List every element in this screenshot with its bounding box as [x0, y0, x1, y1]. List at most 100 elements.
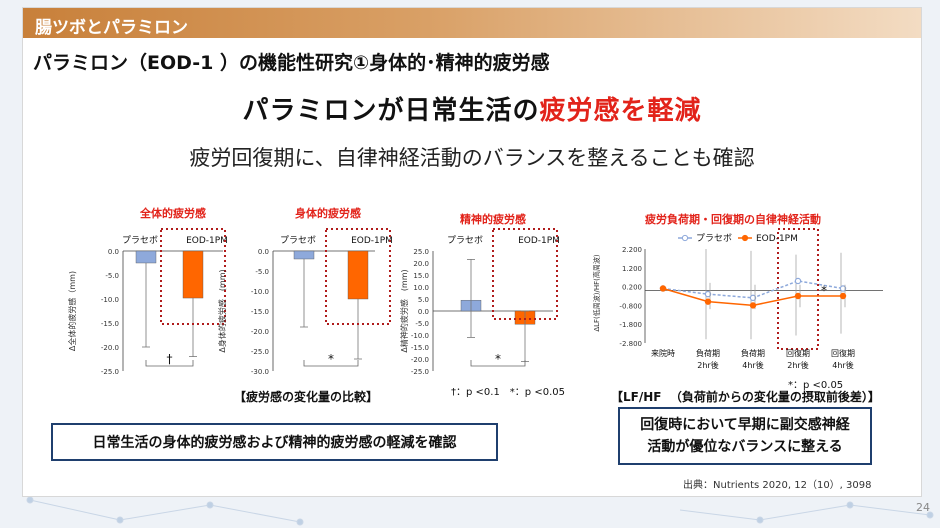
significance-marker-4: *	[821, 283, 827, 297]
section-title: 腸ツボとパラミロン	[35, 18, 188, 38]
y-tick-label: 0.200	[622, 284, 642, 292]
y-tick-label: -5.0	[105, 272, 119, 280]
series-point-1	[794, 277, 802, 285]
chart-title-4: 疲労負荷期・回復期の自律神経活動	[645, 212, 821, 226]
y-tick-label: -25.0	[101, 368, 119, 376]
x-tick-label: 2hr後	[697, 360, 718, 370]
significance-bracket-2	[303, 360, 359, 367]
y-tick-label: -1.800	[619, 321, 642, 329]
charts-area: 全体的疲労感 0.0 -5.0 -10.0 -15.0 -20.0 -25.0 Δ全体的疲労感…	[67, 206, 883, 376]
x-tick-label: 回復期	[831, 348, 855, 358]
significance-marker-1: †	[167, 352, 173, 366]
series-point-2	[839, 292, 847, 300]
page-number: 24	[916, 501, 930, 514]
eod-highlight-box-1	[160, 228, 226, 325]
y-axis-label-3: Δ精神的疲労感 (mm)	[399, 269, 409, 352]
conclusion-box-right: 回復時において早期に副交感神経 活動が優位なバランスに整える	[618, 407, 872, 465]
eod-label-3: EOD-1PM	[518, 236, 560, 246]
y-tick-label: -20.0	[101, 344, 119, 352]
y-tick-label: 0.0	[258, 248, 269, 256]
lfhf-caption-main: 【LF/HF	[611, 390, 662, 404]
x-tick-label: 負荷期	[741, 348, 765, 358]
headline-highlight: 疲労感を軽減	[539, 96, 702, 126]
y-axis-label-4: ΔLF(低周波)/HF(高周波)	[592, 254, 601, 332]
slide: 腸ツボとパラミロン パラミロン（EOD-1 ）の機能性研究①身体的･精神的疲労感…	[22, 7, 922, 497]
legend-marker-2	[741, 234, 749, 242]
series-point-2	[659, 285, 667, 292]
x-tick-label: 4hr後	[832, 360, 853, 370]
significance-bracket-3	[470, 360, 526, 367]
x-tick-label: 回復期	[786, 348, 810, 358]
lfhf-caption-sub: （負荷前からの変化量の摂取前後差）】	[669, 390, 880, 404]
y-axis-label-2: Δ身体的疲労感 (mm)	[217, 269, 227, 352]
conclusion-left-text: 日常生活の身体的疲労感および精神的疲労感の軽減を確認	[92, 435, 457, 451]
significance-marker-3: *	[495, 352, 501, 366]
x-tick-label: 2hr後	[787, 360, 808, 370]
y-tick-label: -10.0	[411, 332, 429, 340]
legend-label-2: EOD-1PM	[756, 234, 798, 244]
y-tick-label: -2.800	[619, 340, 642, 348]
lfhf-caption: 【LF/HF （負荷前からの変化量の摂取前後差）】	[611, 388, 880, 405]
slide-subtitle: パラミロン（EOD-1 ）の機能性研究①身体的･精神的疲労感	[33, 52, 550, 74]
y-tick-label: 5.0	[418, 296, 429, 304]
y-tick-label: 25.0	[413, 248, 429, 256]
placebo-bar-1	[135, 250, 157, 264]
chart-title-1: 全体的疲労感	[139, 206, 206, 220]
lead-text: 疲労回復期に、自律神経活動のバランスを整えることも確認	[189, 146, 755, 170]
headline-text: パラミロンが日常生活の	[242, 96, 540, 126]
placebo-label-3: プラセボ	[447, 235, 483, 246]
significance-note-right: *：p <0.05	[788, 380, 844, 391]
eod-bar-2	[347, 250, 369, 300]
eod-label-1: EOD-1PM	[186, 236, 228, 246]
series-point-1	[839, 285, 847, 292]
series-point-2	[704, 298, 712, 305]
conclusion-right-line2: 活動が優位なバランスに整える	[647, 439, 843, 455]
chart-title-3: 精神的疲労感	[460, 212, 526, 226]
y-tick-label: -5.0	[255, 268, 269, 276]
x-tick-label: 負荷期	[696, 348, 720, 358]
significance-note-left: †：p <0.1 *：p <0.05	[451, 387, 565, 398]
headline: パラミロンが日常生活の疲労感を軽減	[23, 90, 921, 127]
x-tick-label: 来院時	[651, 348, 675, 358]
y-tick-label: 1.200	[622, 265, 642, 273]
header-bar: 腸ツボとパラミロン	[23, 8, 921, 38]
y-tick-label: -15.0	[101, 320, 119, 328]
y-tick-label: 0.0	[418, 308, 429, 316]
eod-highlight-box-2	[325, 228, 391, 325]
eod-highlight-box-3	[492, 228, 558, 320]
y-tick-label: -0.800	[619, 302, 642, 310]
y-tick-label: -25.0	[411, 368, 429, 376]
series-point-2	[794, 292, 802, 300]
y-tick-label: -5.0	[415, 320, 429, 328]
placebo-label-1: プラセボ	[122, 235, 158, 246]
significance-bracket-1	[145, 360, 194, 367]
series-point-1	[704, 290, 712, 298]
chart-title-2: 身体的疲労感	[295, 206, 361, 220]
placebo-bar-2	[293, 250, 315, 260]
series-point-1	[749, 294, 757, 302]
y-axis-label-1: Δ全体的疲労感（mm)	[67, 271, 77, 351]
y-tick-label: -15.0	[411, 344, 429, 352]
y-tick-label: 10.0	[413, 284, 429, 292]
y-tick-label: 20.0	[413, 260, 429, 268]
series-point-2	[749, 302, 757, 309]
y-tick-label: -15.0	[251, 308, 269, 316]
eod-label-2: EOD-1PM	[351, 236, 393, 246]
x-tick-label: 4hr後	[742, 360, 763, 370]
conclusion-right-line1: 回復時において早期に副交感神経	[640, 417, 850, 433]
eod-bar-1	[182, 250, 204, 299]
legend-label-1: プラセボ	[696, 233, 732, 244]
fatigue-caption: 【疲労感の変化量の比較】	[234, 390, 379, 404]
y-tick-label: -20.0	[251, 328, 269, 336]
source-citation: 出典：Nutrients 2020, 12（10）, 3098	[683, 480, 872, 491]
placebo-label-2: プラセボ	[280, 235, 316, 246]
y-tick-label: 2.200	[622, 246, 642, 254]
legend-marker-1	[681, 234, 689, 242]
y-tick-label: -25.0	[251, 348, 269, 356]
y-tick-label: 15.0	[413, 272, 429, 280]
significance-marker-2: *	[328, 352, 334, 366]
y-tick-label: -10.0	[101, 296, 119, 304]
recovery-highlight-box	[777, 228, 819, 350]
y-tick-label: -30.0	[251, 368, 269, 376]
